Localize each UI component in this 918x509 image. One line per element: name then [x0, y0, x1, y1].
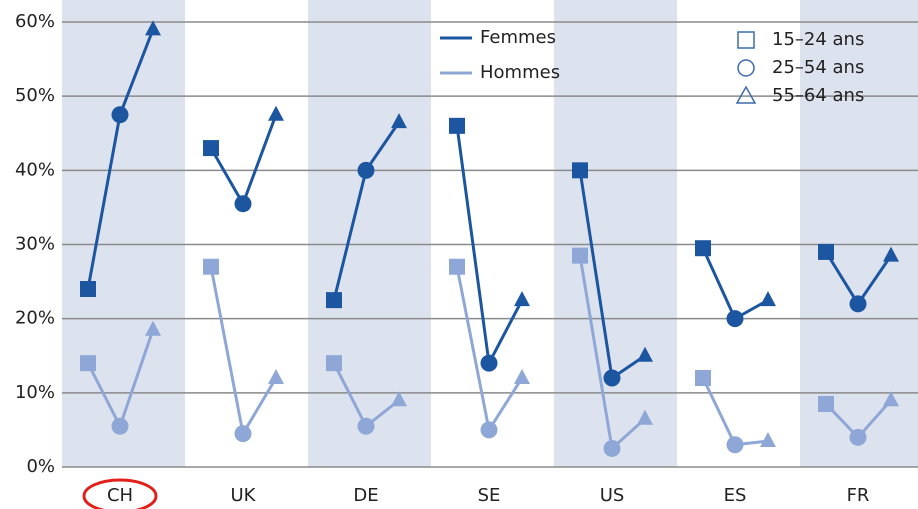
legend-label: Femmes	[480, 27, 556, 48]
circle-marker	[234, 195, 252, 213]
triangle-marker	[637, 346, 653, 362]
marks	[80, 20, 899, 457]
x-tick-label: ES	[724, 485, 747, 506]
square-marker	[572, 162, 588, 179]
square-marker	[818, 243, 834, 260]
series-line	[209, 114, 278, 208]
series-line	[455, 266, 524, 434]
square-marker	[80, 281, 96, 297]
triangle-marker	[637, 409, 653, 425]
triangle-marker	[760, 432, 776, 448]
series-line	[701, 247, 769, 321]
triangle-marker	[268, 105, 284, 121]
y-tick-label: 40%	[15, 159, 55, 180]
triangle-marker	[391, 391, 407, 407]
legend-circle	[737, 59, 755, 77]
circle-marker	[726, 436, 744, 454]
legend-label: Hommes	[480, 62, 560, 83]
legend-square	[737, 31, 755, 49]
circle-marker	[111, 417, 129, 435]
square-marker	[203, 258, 219, 275]
triangle-marker	[760, 291, 776, 307]
highlight-circle	[82, 478, 158, 509]
circle-marker	[357, 161, 375, 179]
grid	[62, 21, 918, 468]
triangle-marker	[145, 20, 161, 36]
square-marker	[449, 258, 465, 275]
circle-marker	[849, 428, 867, 446]
legend-label: 15–24 ans	[772, 29, 864, 50]
y-tick-label: 10%	[15, 382, 55, 403]
legend-label: 55–64 ans	[772, 85, 864, 106]
square-marker	[818, 395, 834, 412]
band	[308, 0, 431, 467]
triangle-marker	[145, 320, 161, 336]
x-tick-label: US	[600, 485, 625, 506]
y-tick-label: 0%	[26, 456, 55, 477]
triangle-marker	[514, 369, 530, 384]
band	[800, 0, 918, 467]
y-tick-label: 20%	[15, 308, 55, 329]
band	[554, 0, 677, 467]
x-tick-label: FR	[847, 485, 870, 506]
triangle-marker	[391, 113, 407, 129]
series-line	[209, 266, 278, 438]
square-marker	[449, 117, 465, 134]
legend-triangle	[735, 85, 757, 104]
square-marker	[695, 240, 711, 257]
circle-marker	[111, 106, 129, 124]
circle-marker	[849, 295, 867, 313]
y-tick-label: 30%	[15, 234, 55, 255]
square-marker	[203, 140, 219, 157]
square-marker	[326, 292, 342, 309]
x-tick-label: SE	[478, 485, 501, 506]
square-marker	[326, 355, 342, 372]
circle-marker	[603, 369, 621, 387]
x-tick-label: DE	[353, 485, 378, 506]
triangle-marker	[883, 391, 899, 407]
circle-marker	[357, 417, 375, 435]
circle-marker	[603, 439, 621, 457]
circle-marker	[234, 425, 252, 443]
circle-marker	[480, 354, 498, 372]
square-marker	[80, 355, 96, 372]
legend-label: 25–54 ans	[772, 57, 864, 78]
y-tick-label: 60%	[15, 11, 55, 32]
circle-marker	[726, 310, 744, 328]
x-tick-label: UK	[231, 485, 257, 506]
square-marker	[695, 370, 711, 386]
x-tick-label: CH	[107, 485, 133, 506]
triangle-marker	[883, 246, 899, 262]
y-tick-label: 50%	[15, 85, 55, 106]
square-marker	[572, 247, 588, 264]
series-line	[701, 377, 769, 447]
triangle-marker	[514, 291, 530, 307]
circle-marker	[480, 421, 498, 439]
band	[62, 0, 185, 467]
bands	[62, 0, 918, 467]
triangle-marker	[268, 369, 284, 384]
